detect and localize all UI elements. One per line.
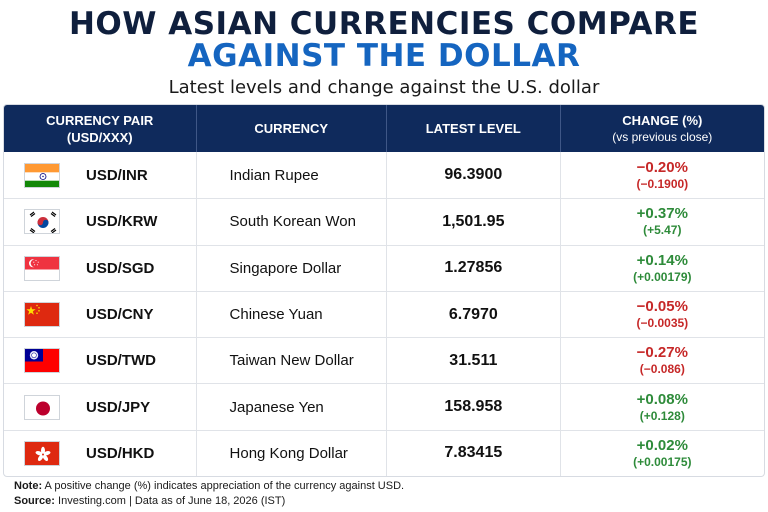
- latest-level: 31.511: [387, 338, 561, 384]
- pair-cell: USD/JPY: [4, 384, 197, 430]
- latest-level: 7.83415: [387, 430, 561, 477]
- currency-name: South Korean Won: [197, 199, 388, 245]
- change-percent: −0.20%: [636, 158, 688, 176]
- change-absolute: (+0.00175): [633, 454, 692, 469]
- taiwan-flag-icon: [24, 348, 60, 374]
- header-latest-level: LATEST LEVEL: [387, 105, 561, 152]
- south-korea-flag-icon: [24, 209, 60, 235]
- table-body: USD/INR Indian Rupee 96.3900 −0.20% (−0.…: [4, 152, 764, 477]
- header-pair-line-2: (USD/XXX): [66, 129, 133, 145]
- change-percent: −0.27%: [636, 344, 688, 362]
- table-row: USD/HKD Hong Kong Dollar 7.83415 +0.02% …: [4, 429, 764, 477]
- change-absolute: (+5.47): [643, 223, 682, 238]
- table-row: USD/TWD Taiwan New Dollar 31.511 −0.27% …: [4, 337, 764, 384]
- latest-level: 158.958: [387, 384, 561, 430]
- change-percent: +0.02%: [636, 436, 688, 454]
- latest-level: 1,501.95: [387, 199, 561, 245]
- header-currency: CURRENCY: [197, 105, 387, 152]
- source-line: Source: Investing.com | Data as of June …: [14, 495, 285, 507]
- source-text: Investing.com | Data as of June 18, 2026…: [54, 495, 286, 507]
- table-row: USD/JPY Japanese Yen 158.958 +0.08% (+0.…: [4, 383, 764, 430]
- pair-label: USD/HKD: [86, 444, 155, 462]
- note-label: Note:: [14, 480, 43, 492]
- change-percent: +0.14%: [636, 251, 688, 269]
- pair-label: USD/INR: [86, 166, 148, 184]
- change-cell: +0.02% (+0.00175): [561, 431, 764, 476]
- pair-cell: USD/TWD: [4, 338, 197, 384]
- pair-label: USD/TWD: [86, 352, 156, 370]
- change-percent: −0.05%: [636, 298, 688, 316]
- pair-label: USD/JPY: [86, 398, 151, 416]
- change-absolute: (+0.128): [639, 408, 685, 423]
- header-level-label: LATEST LEVEL: [425, 121, 521, 136]
- change-cell: −0.05% (−0.0035): [561, 292, 764, 337]
- pair-label: USD/SGD: [86, 259, 155, 277]
- title-line-1: HOW ASIAN CURRENCIES COMPARE: [68, 6, 700, 42]
- header-pair-line-1: CURRENCY PAIR: [46, 112, 154, 128]
- source-label: Source:: [14, 495, 55, 507]
- change-cell: +0.37% (+5.47): [561, 199, 764, 244]
- change-cell: +0.08% (+0.128): [561, 384, 764, 429]
- currency-name: Taiwan New Dollar: [197, 338, 388, 384]
- india-flag-icon: [24, 162, 60, 188]
- change-absolute: (−0.086): [639, 362, 685, 377]
- currency-name: Hong Kong Dollar: [197, 430, 388, 477]
- currency-name: Singapore Dollar: [197, 245, 388, 291]
- pair-label: USD/CNY: [86, 306, 154, 324]
- pair-cell: USD/HKD: [4, 430, 197, 477]
- table-row: USD/CNY Chinese Yuan 6.7970 −0.05% (−0.0…: [4, 290, 764, 338]
- header-currency-pair: CURRENCY PAIR (USD/XXX): [4, 105, 197, 152]
- pair-cell: USD/INR: [4, 152, 197, 199]
- header-change: CHANGE (%) (vs previous close): [561, 105, 764, 152]
- header-change-line-1: CHANGE (%): [622, 112, 703, 128]
- title-line-2: AGAINST THE DOLLAR: [187, 38, 581, 74]
- currency-table: CURRENCY PAIR (USD/XXX) CURRENCY LATEST …: [3, 104, 765, 478]
- table-row: USD/SGD Singapore Dollar 1.27856 +0.14% …: [4, 244, 764, 291]
- china-flag-icon: [24, 302, 60, 328]
- header-currency-label: CURRENCY: [254, 121, 329, 136]
- table-header: CURRENCY PAIR (USD/XXX) CURRENCY LATEST …: [4, 105, 764, 152]
- latest-level: 6.7970: [387, 291, 561, 338]
- subtitle: Latest levels and change against the U.S…: [168, 77, 600, 98]
- change-absolute: (+0.00179): [633, 269, 692, 284]
- change-cell: +0.14% (+0.00179): [561, 246, 764, 291]
- latest-level: 1.27856: [387, 245, 561, 291]
- currency-name: Japanese Yen: [197, 384, 388, 430]
- currency-name: Chinese Yuan: [197, 291, 388, 338]
- table-row: USD/KRW South Korean Won 1,501.95 +0.37%…: [4, 198, 764, 245]
- japan-flag-icon: [24, 394, 60, 420]
- footnote: Note: A positive change (%) indicates ap…: [14, 480, 404, 492]
- change-absolute: (−0.1900): [636, 176, 689, 191]
- pair-cell: USD/SGD: [4, 245, 197, 291]
- note-text: A positive change (%) indicates apprecia…: [42, 480, 405, 492]
- change-cell: −0.27% (−0.086): [561, 338, 764, 383]
- table-row: USD/INR Indian Rupee 96.3900 −0.20% (−0.…: [4, 152, 764, 199]
- currency-name: Indian Rupee: [197, 152, 388, 199]
- change-absolute: (−0.0035): [636, 316, 689, 331]
- header-change-line-2: (vs previous close): [612, 129, 713, 144]
- latest-level: 96.3900: [387, 152, 561, 199]
- change-percent: +0.37%: [636, 205, 688, 223]
- pair-cell: USD/KRW: [4, 199, 197, 245]
- change-cell: −0.20% (−0.1900): [561, 152, 764, 198]
- singapore-flag-icon: [24, 255, 60, 281]
- pair-label: USD/KRW: [86, 213, 158, 231]
- hong-kong-flag-icon: [24, 440, 60, 466]
- pair-cell: USD/CNY: [4, 291, 197, 338]
- change-percent: +0.08%: [636, 390, 688, 408]
